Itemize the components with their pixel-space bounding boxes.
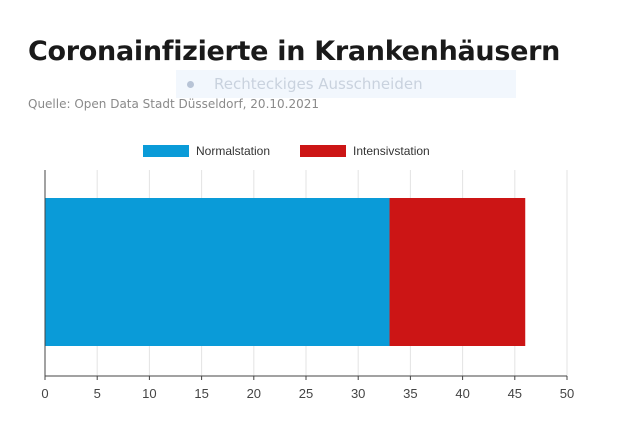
x-tick-label-7: 35 <box>403 386 417 401</box>
x-axis: 0 5 10 15 20 25 30 35 40 45 50 <box>41 170 574 401</box>
bars <box>45 198 526 346</box>
x-tick-label-1: 5 <box>94 386 101 401</box>
selection-tooltip-label: Rechteckiges Ausschneiden <box>214 75 423 93</box>
x-tick-label-2: 10 <box>142 386 156 401</box>
x-tick-label-6: 30 <box>351 386 365 401</box>
bar-intensivstation <box>389 198 526 346</box>
legend: Normalstation Intensivstation <box>143 144 430 158</box>
legend-swatch-normalstation <box>143 145 189 157</box>
legend-swatch-intensivstation <box>300 145 346 157</box>
selection-tooltip[interactable]: Rechteckiges Ausschneiden <box>176 70 516 98</box>
legend-label-normalstation: Normalstation <box>196 144 270 158</box>
chart-title: Coronainfizierte in Krankenhäusern <box>28 36 561 67</box>
chart-source: Quelle: Open Data Stadt Düsseldorf, 20.1… <box>28 97 320 111</box>
dot-icon <box>187 80 194 88</box>
x-tick-label-3: 15 <box>194 386 208 401</box>
x-tick-label-9: 45 <box>508 386 522 401</box>
x-tick-label-4: 20 <box>247 386 261 401</box>
x-tick-label-0: 0 <box>41 386 48 401</box>
x-tick-label-8: 40 <box>455 386 469 401</box>
bar-normalstation <box>45 198 390 346</box>
legend-label-intensivstation: Intensivstation <box>353 144 430 158</box>
x-tick-label-5: 25 <box>299 386 313 401</box>
x-tick-label-10: 50 <box>560 386 574 401</box>
